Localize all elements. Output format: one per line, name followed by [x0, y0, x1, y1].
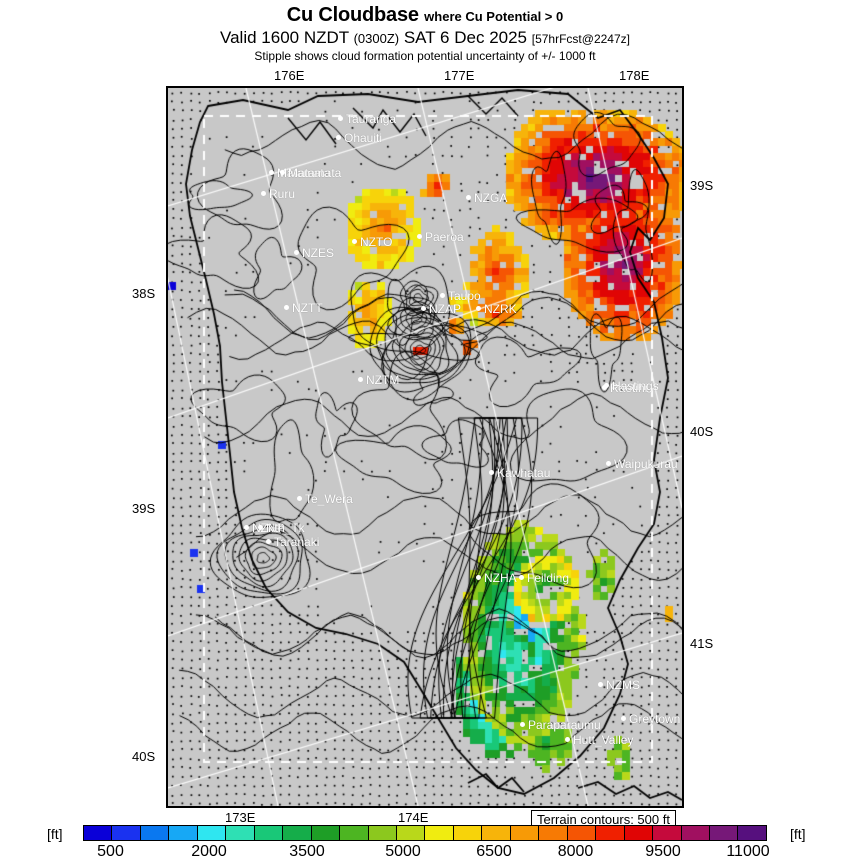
colorbar-swatch-5 — [226, 826, 255, 840]
colorbar-swatch-0 — [84, 826, 113, 840]
colorbar-legend: [ft] [ft] 500 2000 3500 5000 6500 8000 9500 110… — [0, 822, 850, 860]
colorbar-swatch-22 — [709, 826, 739, 840]
colorbar-swatch-21 — [681, 826, 710, 840]
lon-tick-bottom-173E: 173E — [225, 810, 256, 825]
lat-tick-right-41S: 41S — [690, 636, 714, 651]
colorbar-tick-9500: 9500 — [645, 843, 681, 860]
valid-time: Valid 1600 NZDT — [220, 28, 349, 47]
colorbar-tick-6500: 6500 — [476, 843, 512, 860]
lat-tick-right-39S: 39S — [690, 178, 714, 193]
lat-tick-left-bottom-40S: 40S — [132, 749, 156, 764]
title-block: Cu Cloudbase where Cu Potential > 0 Vali… — [0, 0, 850, 64]
lat-tick-left-38S: 38S — [132, 286, 156, 301]
lon-tick-177E: 177E — [444, 68, 475, 83]
colorbar-swatch-16 — [539, 826, 568, 840]
map-plot-canvas — [168, 88, 682, 806]
colorbar-swatch-2 — [140, 826, 170, 840]
map-frame — [166, 86, 684, 808]
colorbar-tick-8000: 8000 — [557, 843, 594, 860]
valid-time-utc: (0300Z) — [353, 31, 400, 46]
colorbar-swatch-8 — [311, 826, 341, 840]
colorbar-tick-500: 500 — [97, 843, 124, 860]
colorbar-swatch-14 — [482, 826, 511, 840]
colorbar-unit-right: [ft] — [790, 826, 806, 842]
lon-tick-178E: 178E — [619, 68, 650, 83]
colorbar-swatch-19 — [624, 826, 654, 840]
colorbar-tick-labels: 500 2000 3500 5000 6500 8000 9500 11000 — [83, 843, 770, 861]
colorbar-tick-3500: 3500 — [289, 843, 325, 860]
lat-tick-right-40S: 40S — [690, 424, 714, 439]
colorbar-unit-left: [ft] — [47, 826, 63, 842]
colorbar-swatch-7 — [283, 826, 312, 840]
lat-tick-left-39S: 39S — [132, 501, 156, 516]
colorbar-swatch-9 — [340, 826, 369, 840]
colorbar-swatch-1 — [112, 826, 141, 840]
colorbar-swatch-13 — [453, 826, 483, 840]
colorbar-swatch-18 — [596, 826, 625, 840]
lon-tick-bottom-174E: 174E — [398, 810, 429, 825]
lon-tick-176E: 176E — [274, 68, 305, 83]
colorbar-swatch-15 — [510, 826, 540, 840]
page-title: Cu Cloudbase where Cu Potential > 0 — [0, 0, 850, 28]
colorbar-swatch-4 — [197, 826, 227, 840]
colorbar-gradient — [83, 825, 767, 841]
title-main-suffix: where Cu Potential > 0 — [424, 9, 564, 24]
colorbar-tick-11000: 11000 — [726, 843, 770, 860]
valid-time-line: Valid 1600 NZDT (0300Z) SAT 6 Dec 2025 [… — [0, 28, 850, 49]
colorbar-tick-2000: 2000 — [191, 843, 227, 860]
valid-date: SAT 6 Dec 2025 — [403, 28, 528, 47]
colorbar-swatch-6 — [254, 826, 284, 840]
colorbar-swatch-17 — [567, 826, 597, 840]
colorbar-tick-5000: 5000 — [385, 843, 421, 860]
colorbar-swatch-20 — [653, 826, 682, 840]
colorbar-swatch-11 — [396, 826, 426, 840]
map-container[interactable] — [166, 86, 684, 808]
stipple-note: Stipple shows cloud formation potential … — [254, 49, 596, 63]
forecast-stamp: [57hrFcst@2247z] — [531, 32, 630, 46]
colorbar-swatch-23 — [738, 826, 766, 840]
colorbar-swatch-3 — [169, 826, 198, 840]
colorbar-swatch-12 — [425, 826, 454, 840]
title-main: Cu Cloudbase — [286, 4, 419, 26]
colorbar-swatch-10 — [368, 826, 397, 840]
